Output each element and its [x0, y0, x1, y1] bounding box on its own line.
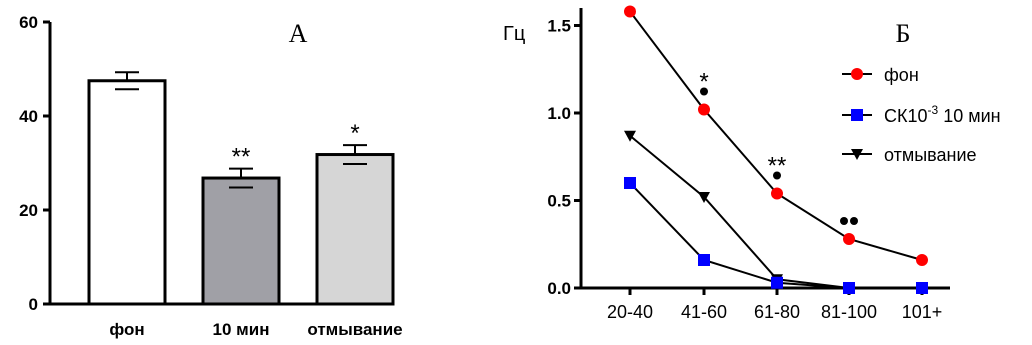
legend-label: СК10-3 10 мин — [884, 103, 1001, 126]
significance-label: ** — [232, 144, 251, 171]
y-tick-label-b: 1.5 — [547, 17, 571, 36]
data-point — [624, 177, 636, 189]
y-tick-label-a: 20 — [19, 201, 38, 220]
significance-dot — [840, 217, 848, 225]
y-axis-label-b: Гц — [503, 23, 525, 45]
x-tick-label-a: отмывание — [307, 320, 402, 339]
data-point — [916, 254, 928, 266]
x-tick-label-a: 10 мин — [213, 320, 270, 339]
data-point — [771, 187, 783, 200]
line-chart-panel: Гц Б 0.0 0.5 1.0 1.5 20-40 41-60 61-80 81-100 1… — [503, 5, 1001, 322]
significance-label: ** — [768, 153, 787, 180]
bar — [201, 176, 281, 306]
y-tick-label-a: 60 — [19, 13, 38, 32]
significance-label: * — [699, 69, 708, 96]
bar — [87, 79, 167, 306]
data-point — [698, 254, 710, 266]
legend: фон СК10-3 10 мин отмывание — [842, 65, 1001, 165]
y-tick-label-b: 0.5 — [547, 192, 571, 211]
x-tick-label-a: фон — [109, 320, 144, 339]
data-point — [771, 276, 783, 289]
panel-a-title: А — [289, 19, 308, 48]
significance-dot — [850, 217, 858, 225]
y-tick-label-b: 0.0 — [547, 279, 571, 298]
panel-b-title: Б — [896, 19, 911, 48]
data-point — [843, 233, 855, 245]
data-point — [851, 68, 863, 80]
y-tick-label-a: 40 — [19, 107, 38, 126]
x-tick-label-b: 101+ — [902, 302, 943, 322]
x-tick-label-b: 81-100 — [821, 302, 877, 322]
data-point — [624, 5, 636, 18]
y-tick-label-b: 1.0 — [547, 104, 571, 123]
y-tick-label-a: 0 — [29, 295, 38, 314]
significance-dot — [773, 171, 781, 180]
x-tick-label-b: 61-80 — [754, 302, 800, 322]
legend-label: отмывание — [884, 145, 977, 165]
data-point — [916, 282, 928, 294]
x-tick-label-b: 20-40 — [607, 302, 653, 322]
x-tick-label-b: 41-60 — [681, 302, 727, 322]
data-point — [698, 103, 710, 116]
significance-dot — [700, 87, 708, 96]
data-point — [851, 149, 863, 160]
legend-label: фон — [884, 65, 919, 85]
data-point — [624, 130, 636, 142]
series-line — [629, 10, 923, 261]
data-point — [851, 109, 863, 121]
data-point — [698, 192, 710, 203]
data-point — [843, 282, 855, 294]
bar — [315, 153, 395, 306]
significance-label: * — [350, 120, 359, 147]
